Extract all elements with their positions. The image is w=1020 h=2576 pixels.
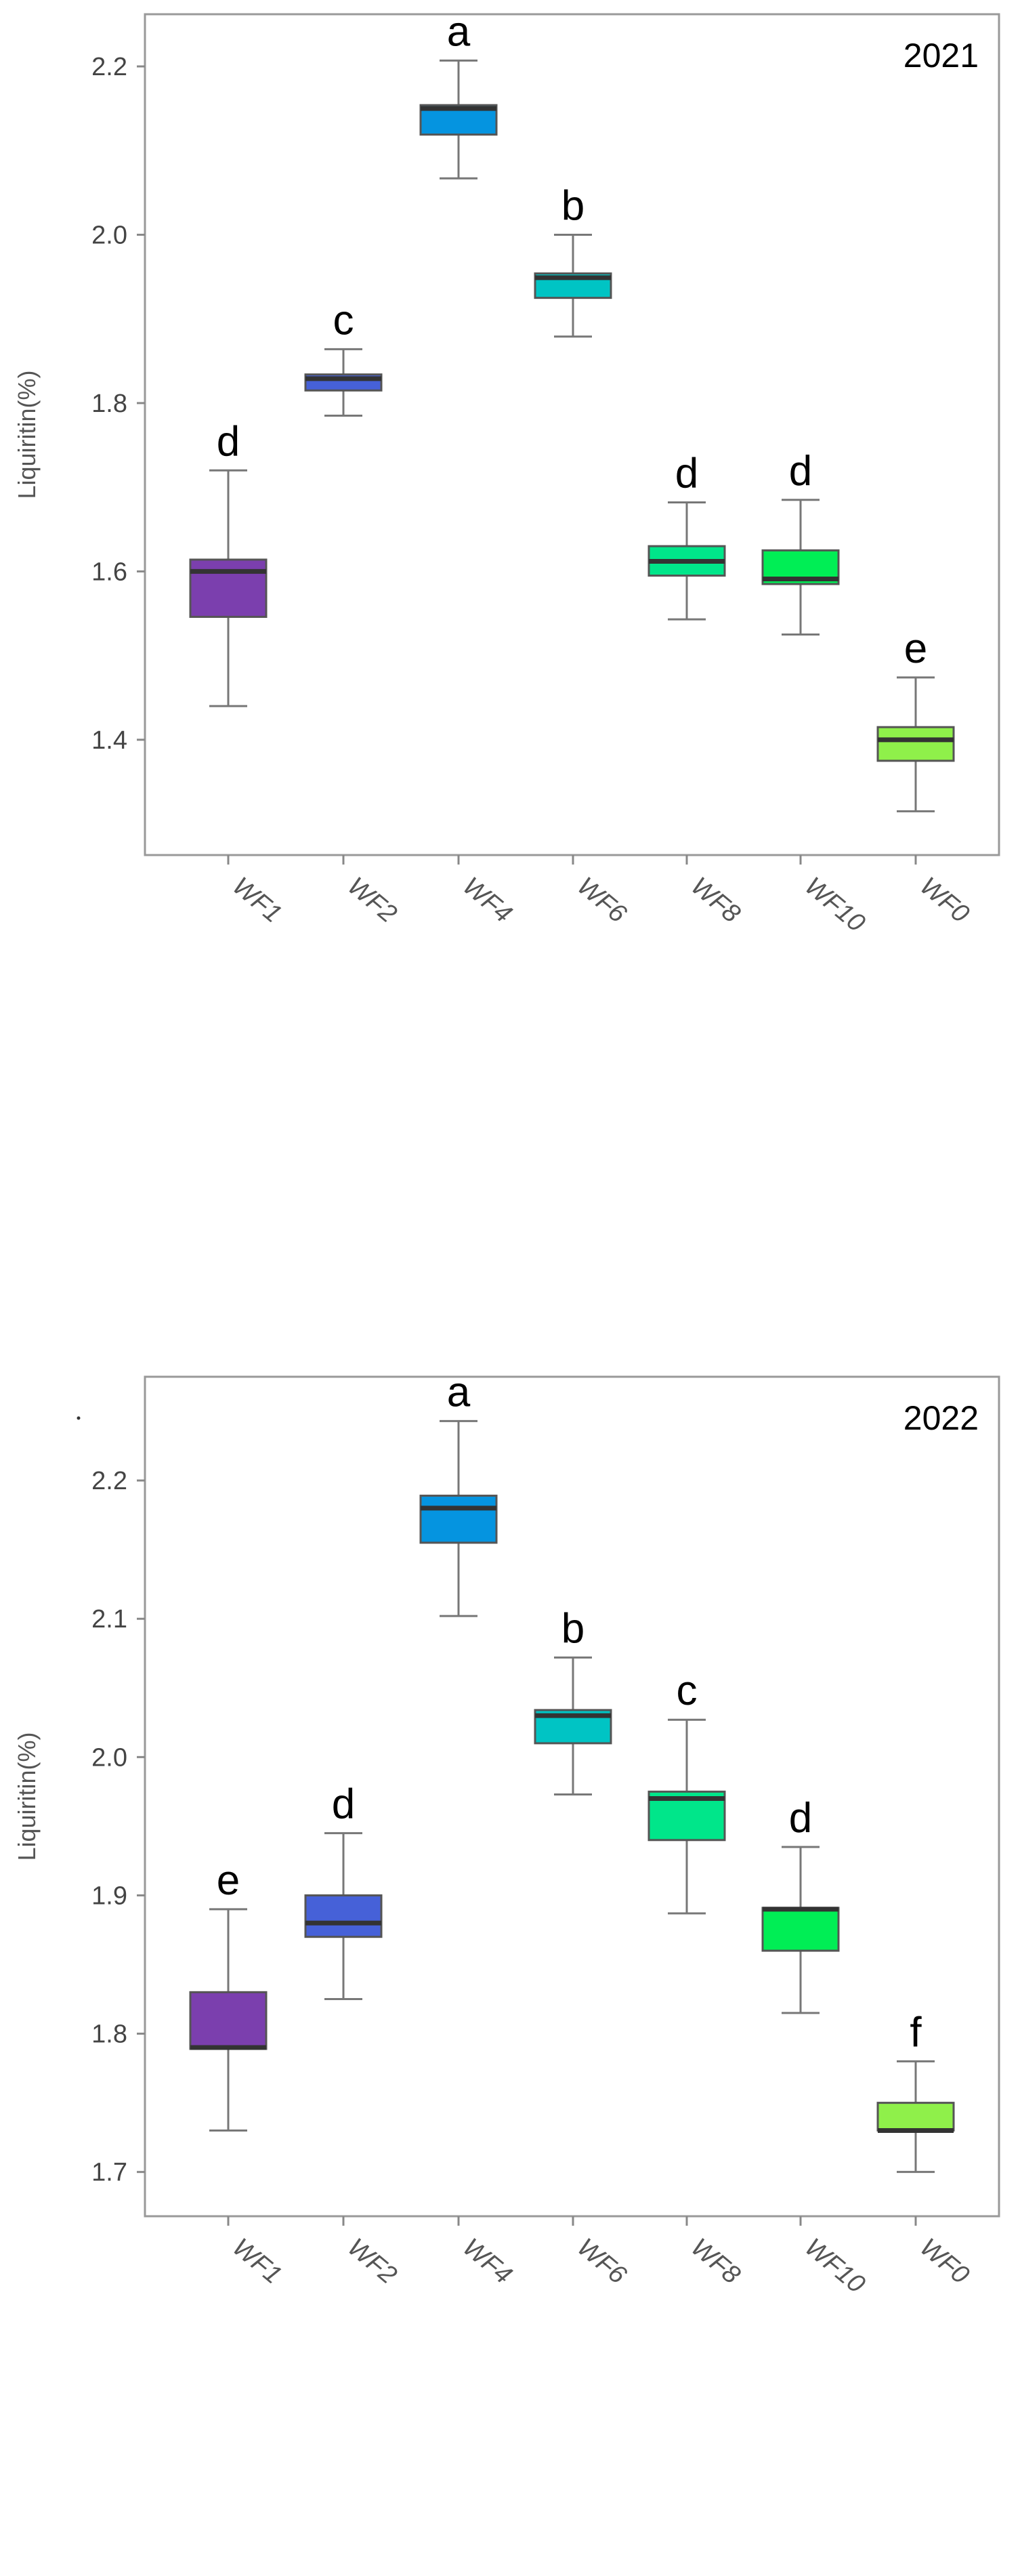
significance-letter: e bbox=[904, 625, 927, 672]
significance-letter: c bbox=[333, 297, 354, 344]
box-WF6: WF6 b bbox=[534, 182, 632, 929]
y-tick-label: 1.7 bbox=[91, 2159, 127, 2187]
significance-letter: d bbox=[789, 448, 812, 495]
iqr-box bbox=[304, 1894, 383, 1938]
x-tick-label: WF4 bbox=[457, 872, 517, 929]
y-tick-label: 2.2 bbox=[91, 1467, 127, 1495]
y-tick-label: 1.8 bbox=[91, 2020, 127, 2049]
y-tick-label: 1.8 bbox=[91, 390, 127, 418]
box-WF2: WF2 c bbox=[304, 297, 402, 929]
plot-frame bbox=[144, 13, 1000, 856]
significance-letter: b bbox=[561, 182, 585, 229]
iqr-box bbox=[876, 2102, 955, 2132]
x-tick-label: WF6 bbox=[572, 872, 632, 929]
iqr-box bbox=[189, 1991, 268, 2050]
box-WF10: WF10 d bbox=[761, 448, 870, 938]
y-tick-label: 2.0 bbox=[91, 1743, 127, 1772]
x-tick-label: WF1 bbox=[227, 872, 286, 929]
y-axis-label: Liquiritin(%) bbox=[13, 370, 41, 499]
iqr-box bbox=[761, 1907, 840, 1952]
iqr-box bbox=[419, 1495, 498, 1544]
iqr-box bbox=[189, 558, 268, 618]
plot-frame bbox=[144, 1375, 1000, 2218]
box-WF0: WF0 f bbox=[876, 2009, 975, 2290]
x-tick-label: WF4 bbox=[457, 2233, 517, 2290]
iqr-box bbox=[876, 726, 955, 762]
y-tick-label: 1.9 bbox=[91, 1882, 127, 1910]
box-WF8: WF8 c bbox=[647, 1667, 746, 2290]
significance-letter: a bbox=[447, 8, 471, 55]
y-tick-label: 1.4 bbox=[91, 726, 127, 755]
significance-letter: f bbox=[910, 2009, 922, 2056]
box-WF0: WF0 e bbox=[876, 625, 975, 929]
year-annotation: 2022 bbox=[904, 1399, 979, 1437]
y-axis-label: Liquiritin(%) bbox=[13, 1732, 41, 1861]
x-tick-label: WF2 bbox=[342, 2233, 402, 2290]
y-tick-label: 1.6 bbox=[91, 558, 127, 586]
x-tick-label: WF2 bbox=[342, 872, 402, 929]
x-tick-label: WF0 bbox=[914, 872, 974, 929]
x-tick-label: WF6 bbox=[572, 2233, 632, 2290]
x-tick-label: WF8 bbox=[685, 2233, 745, 2290]
x-tick-label: WF10 bbox=[799, 2233, 870, 2299]
x-tick-label: WF1 bbox=[227, 2233, 286, 2290]
x-tick-label: WF10 bbox=[799, 872, 870, 938]
significance-letter: a bbox=[447, 1369, 471, 1415]
box-WF8: WF8 d bbox=[647, 451, 746, 929]
box-WF6: WF6 b bbox=[534, 1605, 632, 2290]
year-annotation: 2021 bbox=[904, 37, 979, 75]
significance-letter: b bbox=[561, 1605, 585, 1652]
box-WF4: WF4 a bbox=[419, 1369, 517, 2290]
box-WF4: WF4 a bbox=[419, 8, 517, 929]
x-tick-label: WF0 bbox=[914, 2233, 974, 2290]
box-WF1: WF1 d bbox=[189, 418, 287, 929]
significance-letter: d bbox=[332, 1781, 355, 1828]
box-WF2: WF2 d bbox=[304, 1781, 402, 2290]
significance-letter: e bbox=[217, 1857, 240, 1904]
significance-letter: d bbox=[675, 451, 698, 497]
significance-letter: d bbox=[217, 418, 240, 465]
chart-2021: 1.4 1.6 1.8 2.0 2.2 Liquiritin(%) 2021 WF1 d WF2 c… bbox=[13, 8, 1000, 938]
significance-letter: c bbox=[677, 1667, 698, 1714]
y-tick-label: 2.1 bbox=[91, 1605, 127, 1634]
stray-dot-mark bbox=[77, 1416, 81, 1420]
box-WF10: WF10 d bbox=[761, 1795, 870, 2299]
chart-2022: 1.71.81.92.02.12.2Liquiritin(%)2022WF1eW… bbox=[13, 1369, 1000, 2299]
x-tick-label: WF8 bbox=[685, 872, 745, 929]
y-tick-label: 2.2 bbox=[91, 53, 127, 81]
box-WF1: WF1 e bbox=[189, 1857, 287, 2290]
y-tick-label: 2.0 bbox=[91, 221, 127, 249]
significance-letter: d bbox=[789, 1795, 812, 1842]
